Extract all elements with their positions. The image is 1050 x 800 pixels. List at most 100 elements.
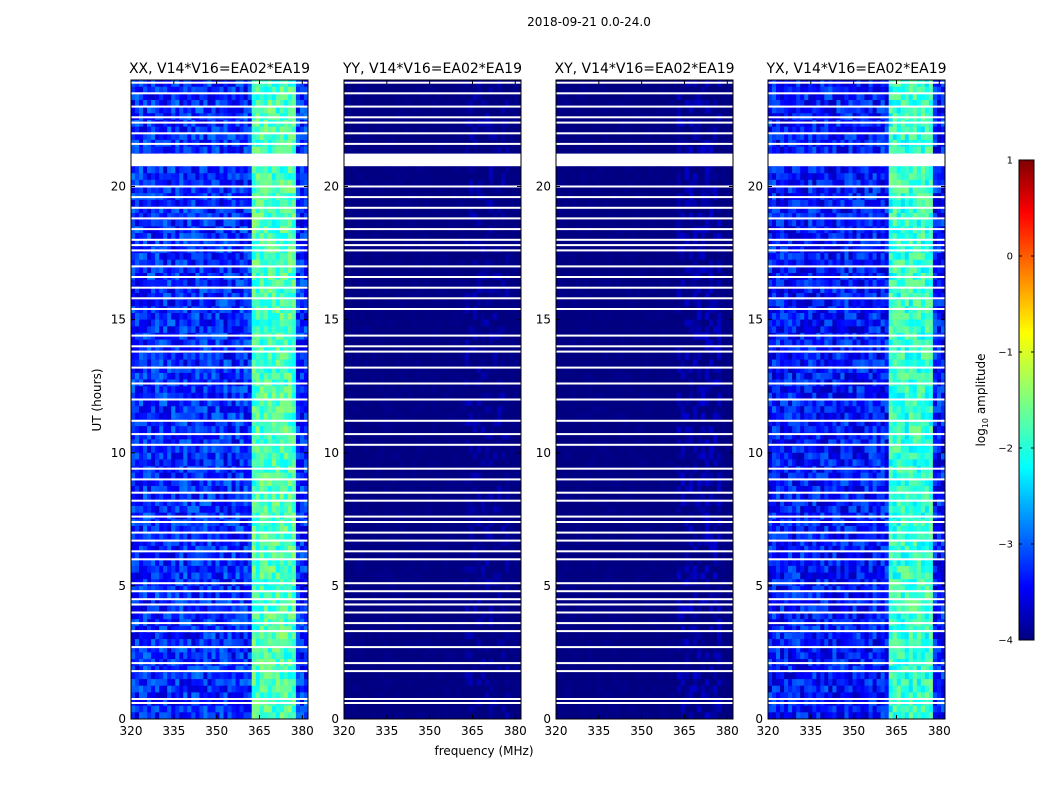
heatmap-cell — [151, 259, 156, 267]
heatmap-cell — [279, 133, 285, 141]
heatmap-cell — [300, 253, 305, 261]
heatmap-cell — [175, 259, 180, 267]
heatmap-cell — [251, 213, 256, 221]
heatmap-cell — [251, 339, 256, 347]
heatmap-cell — [199, 685, 204, 693]
heatmap-cell — [199, 532, 204, 540]
heatmap-cell — [235, 239, 240, 247]
heatmap-cell — [131, 452, 136, 460]
heatmap-cell — [203, 313, 208, 320]
heatmap-cell — [279, 173, 285, 181]
heatmap-cell — [279, 392, 285, 400]
heatmap-cell — [167, 612, 172, 620]
heatmap-cell — [143, 572, 148, 580]
heatmap-cell — [452, 166, 457, 174]
heatmap-cell — [368, 173, 373, 181]
heatmap-cell — [183, 86, 188, 94]
heatmap-cell — [159, 346, 164, 354]
heatmap-cell — [279, 319, 285, 327]
heatmap-cell — [155, 106, 160, 114]
heatmap-cell — [267, 319, 273, 327]
heatmap-cell — [143, 526, 148, 533]
heatmap-cell — [191, 446, 196, 454]
heatmap-cell — [131, 199, 136, 207]
heatmap-cell — [300, 286, 305, 294]
heatmap-cell — [171, 499, 176, 507]
heatmap-cell — [219, 219, 224, 227]
heatmap-cell — [215, 612, 220, 620]
heatmap-cell — [251, 93, 256, 101]
heatmap-cell — [255, 299, 260, 307]
heatmap-cell — [412, 133, 417, 141]
heatmap-cell — [203, 419, 208, 427]
heatmap-cell — [223, 173, 228, 181]
heatmap-cell — [263, 559, 269, 567]
heatmap-cell — [183, 685, 188, 693]
heatmap-cell — [231, 432, 236, 440]
heatmap-cell — [291, 173, 297, 181]
heatmap-cell — [239, 133, 244, 141]
heatmap-cell — [175, 319, 180, 327]
heatmap-cell — [171, 86, 176, 94]
heatmap-cell — [163, 93, 168, 101]
heatmap-cell — [167, 545, 172, 553]
heatmap-cell — [300, 339, 305, 347]
heatmap-cell — [179, 565, 184, 573]
heatmap-cell — [199, 339, 204, 347]
heatmap-cell — [275, 479, 281, 487]
heatmap-cell — [263, 299, 269, 307]
heatmap-cell — [300, 612, 305, 620]
heatmap-cell — [372, 106, 377, 114]
heatmap-cell — [179, 486, 184, 493]
heatmap-cell — [211, 339, 216, 347]
heatmap-cell — [247, 486, 252, 493]
heatmap-cell — [255, 479, 260, 487]
heatmap-cell — [179, 313, 184, 320]
heatmap-cell — [295, 319, 301, 327]
heatmap-cell — [135, 632, 140, 640]
heatmap-cell — [207, 93, 212, 101]
heatmap-cell — [155, 253, 160, 261]
heatmap-cell — [468, 166, 473, 174]
heatmap-cell — [139, 705, 144, 713]
heatmap-cell — [424, 146, 429, 154]
heatmap-cell — [131, 213, 136, 221]
heatmap-cell — [163, 399, 168, 407]
heatmap-cell — [275, 286, 281, 294]
heatmap-cell — [295, 279, 301, 287]
heatmap-cell — [287, 326, 293, 334]
heatmap-cell — [235, 612, 240, 620]
heatmap-cell — [287, 206, 293, 214]
heatmap-cell — [155, 419, 160, 427]
heatmap-cell — [243, 359, 248, 367]
heatmap-cell — [432, 93, 437, 101]
heatmap-cell — [291, 219, 297, 227]
heatmap-cell — [255, 359, 260, 367]
flagged-row — [131, 92, 308, 95]
heatmap-cell — [199, 299, 204, 307]
heatmap-cell — [223, 199, 228, 207]
heatmap-cell — [195, 286, 200, 294]
heatmap-cell — [287, 526, 293, 533]
heatmap-cell — [187, 679, 192, 687]
heatmap-cell — [151, 199, 156, 207]
heatmap-cell — [279, 386, 285, 394]
heatmap-cell — [171, 279, 176, 287]
heatmap-cell — [151, 106, 156, 114]
heatmap-cell — [171, 479, 176, 487]
heatmap-cell — [191, 559, 196, 567]
heatmap-cell — [163, 452, 168, 460]
heatmap-cell — [279, 439, 285, 447]
heatmap-cell — [135, 286, 140, 294]
heatmap-cell — [139, 486, 144, 493]
heatmap-cell — [215, 326, 220, 334]
heatmap-cell — [227, 386, 232, 394]
heatmap-cell — [171, 186, 176, 194]
heatmap-cell — [151, 506, 156, 513]
heatmap-cell — [191, 432, 196, 440]
heatmap-cell — [139, 293, 144, 300]
flagged-row — [131, 185, 308, 188]
heatmap-cell — [131, 293, 136, 300]
heatmap-cell — [283, 266, 289, 274]
heatmap-cell — [275, 712, 281, 720]
